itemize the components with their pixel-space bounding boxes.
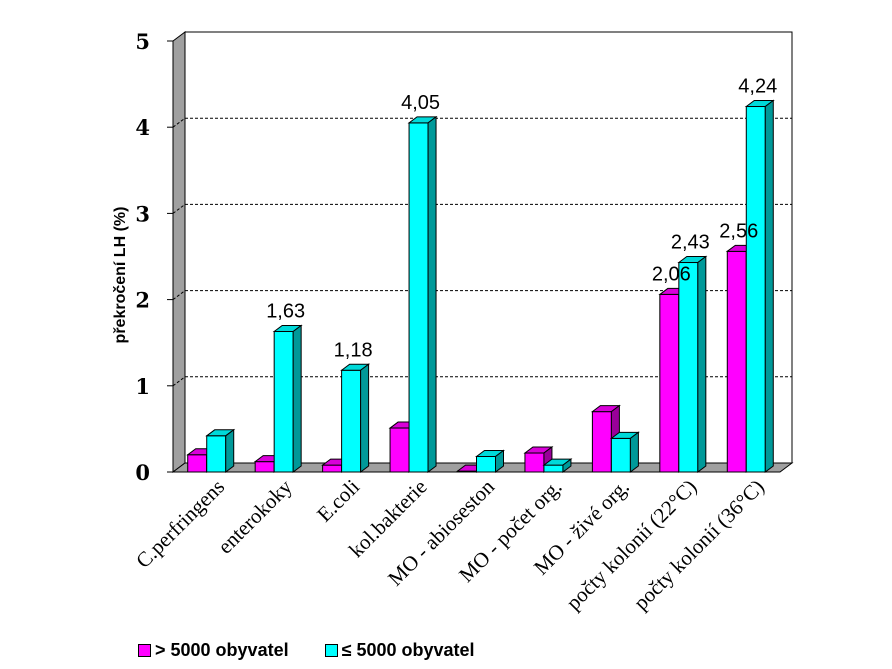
legend-item-under-5000: ≤ 5000 obyvatel	[324, 639, 475, 661]
category-label: C.perfringens	[131, 475, 229, 573]
bar-side	[562, 458, 572, 473]
y-tick-label: 0	[135, 460, 150, 485]
y-axis-label: překročení LH (%)	[112, 207, 129, 344]
category-label: počty kolonií (36°C)	[629, 475, 769, 615]
legend-label-under-5000: ≤ 5000 obyvatel	[341, 639, 475, 660]
data-label: 4,24	[738, 76, 777, 98]
bar-side	[360, 363, 370, 473]
data-label: 1,18	[334, 339, 373, 361]
data-label: 2,43	[671, 232, 710, 254]
y-axis-ticks: 0 1 2 3 4 5	[135, 29, 173, 485]
data-label: 1,63	[266, 300, 305, 322]
bar-front	[254, 461, 275, 473]
bar-front	[543, 464, 564, 473]
bar-under-5000	[475, 449, 505, 473]
bar-under-5000	[542, 458, 573, 473]
y-tick-label: 5	[135, 29, 150, 54]
legend-item-over-5000: > 5000 obyvatel	[138, 640, 289, 661]
bar-under-5000	[205, 428, 236, 473]
bar-side	[292, 324, 302, 473]
gridlines	[172, 117, 792, 387]
bar-side	[225, 428, 235, 473]
bar-under-5000	[744, 99, 775, 473]
gridline-1	[172, 376, 792, 387]
bar-under-5000	[272, 324, 303, 473]
side-wall	[172, 31, 186, 473]
bar-front	[678, 262, 699, 473]
bar-under-5000	[407, 115, 438, 473]
bar-front	[610, 437, 631, 473]
bars	[186, 99, 775, 473]
bar-side	[427, 115, 437, 473]
data-label: 4,05	[401, 92, 440, 114]
bar-side	[764, 99, 774, 473]
category-label: počty kolonií (22°C)	[561, 475, 701, 615]
gridline-3	[172, 203, 792, 214]
data-labels: 1,63 1,18 4,05 2,06 2,43 2,56 4,24	[266, 76, 777, 362]
bar-front	[408, 122, 429, 473]
bar-front	[206, 435, 227, 473]
bar-side	[697, 255, 707, 473]
bar-front	[322, 464, 343, 473]
legend: > 5000 obyvatel ≤ 5000 obyvatel	[138, 636, 511, 664]
data-label: 2,56	[719, 220, 758, 242]
y-tick-label: 2	[135, 288, 150, 313]
y-tick-label: 4	[135, 115, 150, 140]
bar-under-5000	[609, 431, 640, 473]
bar-side	[495, 449, 504, 473]
gridline-4	[172, 117, 792, 128]
category-label: enterokoky	[213, 474, 297, 558]
gridline-2	[172, 290, 792, 301]
y-tick-label: 1	[135, 374, 150, 399]
bar-under-5000	[677, 255, 708, 473]
legend-swatch-cyan	[324, 643, 338, 657]
bar-under-5000	[340, 363, 371, 473]
bar-front	[659, 293, 680, 473]
bar-front	[745, 106, 766, 473]
bar-front	[389, 427, 410, 473]
bar-front	[341, 369, 362, 473]
legend-label-over-5000: > 5000 obyvatel	[155, 639, 289, 660]
bar-front	[187, 454, 208, 473]
bar-front	[524, 452, 545, 473]
y-tick-label: 3	[135, 201, 150, 226]
category-label: E.coli	[312, 474, 364, 526]
bar-side	[629, 431, 639, 473]
bar-front	[476, 455, 496, 473]
bar-front	[273, 330, 294, 473]
bar-front	[726, 250, 747, 473]
bar-front	[591, 411, 612, 473]
legend-swatch-magenta	[138, 643, 151, 657]
data-label: 2,06	[652, 263, 691, 285]
